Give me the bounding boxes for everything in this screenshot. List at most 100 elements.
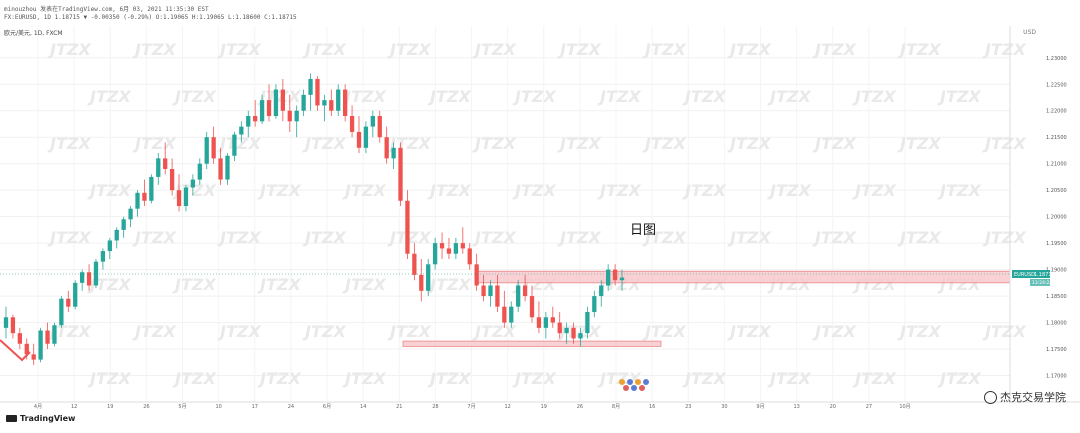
grid-watermark: JTZX [937,87,981,106]
grid-watermark: JTZX [172,87,216,106]
grid-watermark: JTZX [387,134,431,153]
x-tick-label: 17 [252,404,258,410]
candle [564,327,569,334]
event-icons[interactable] [619,379,649,391]
grid-watermark: JTZX [132,40,176,59]
candle [183,187,189,207]
grid-watermark: JTZX [512,369,556,388]
grid-watermark: JTZX [642,40,686,59]
grid-watermark: JTZX [472,40,516,59]
candle [301,94,306,111]
grid-watermark: JTZX [427,275,471,294]
candle [557,322,562,334]
candle [308,78,313,95]
candle [592,296,597,312]
candle [495,285,500,307]
candle [405,200,410,254]
candle [343,89,348,117]
grid-watermark: JTZX [427,181,471,200]
grid-watermark: JTZX [982,322,1026,341]
x-tick-label: 6月 [323,404,331,410]
grid-watermark: JTZX [342,87,386,106]
candle [329,100,334,111]
grid-watermark: JTZX [87,87,131,106]
grid-watermark: JTZX [557,134,601,153]
candle [17,333,22,344]
wechat-icon [984,390,997,404]
grid-watermark: JTZX [302,228,346,247]
y-tick-label: 1.19000 [1046,268,1067,274]
x-tick-label: 8月 [612,404,620,410]
grid-watermarks: JTZX JTZX JTZX JTZX JTZX JTZX JTZX JTZX JTZX JTZX… [47,40,1026,388]
candle [432,243,438,265]
candle [52,325,57,344]
candle [529,296,535,318]
x-tick-label: 28 [432,404,438,410]
x-tick-label: 24 [288,404,294,410]
grid-watermark: JTZX [897,40,941,59]
y-tick-label: 1.20000 [1046,215,1067,221]
candle [156,158,161,177]
x-tick-label: 19 [541,404,547,410]
grid-watermark: JTZX [132,134,176,153]
grid-watermark: JTZX [302,322,346,341]
grid-watermark: JTZX [897,134,941,153]
grid-watermark: JTZX [472,228,516,247]
candle [31,354,36,360]
grid-watermark: JTZX [557,322,601,341]
candle [391,147,396,159]
x-tick-label: 26 [143,404,149,410]
grid-watermark: JTZX [472,134,516,153]
grid-watermark: JTZX [812,322,856,341]
candle [377,116,382,138]
grid-watermark: JTZX [302,40,346,59]
grid-watermark: JTZX [727,322,771,341]
y-axis: 1.23000 1.22500 1.22000 1.21500 1.21000 1.205… [1046,56,1067,380]
candle [3,317,9,328]
grid-watermark: JTZX [982,134,1026,153]
tradingview-logo[interactable]: TradingView [6,414,75,423]
y-tick-label: 1.23000 [1046,56,1067,62]
candle [253,116,258,122]
candle [460,243,465,249]
y-tick-label: 1.17000 [1046,374,1067,380]
candle [197,163,202,180]
grid-watermark: JTZX [767,181,811,200]
y-tick-label: 1.17500 [1046,347,1067,353]
candle [550,317,555,323]
x-tick-label: 27 [866,404,872,410]
resistance-zone [475,270,1011,284]
support-zone [402,340,662,347]
grid-watermark: JTZX [682,369,726,388]
grid-watermark: JTZX [767,369,811,388]
grid-watermark: JTZX [852,87,896,106]
tradingview-icon [6,415,17,422]
candle [612,269,618,281]
candle [246,116,251,127]
grid-watermark: JTZX [597,181,641,200]
grid-watermark: JTZX [47,228,91,247]
grid [0,26,1010,402]
candle [536,317,542,328]
candle [384,137,389,159]
candle [522,285,528,297]
candle [204,137,209,164]
candle [142,192,147,201]
grid-watermark: JTZX [812,134,856,153]
grid-watermark: JTZX [132,228,176,247]
candle [578,333,583,339]
x-tick-label: 10月 [899,404,910,410]
grid-watermark: JTZX [217,40,261,59]
grid-watermark: JTZX [172,275,216,294]
candle [356,131,362,148]
x-axis: 4月 12 19 26 5月 10 17 24 6月 14 21 28 7月 12 19 26 8月 16 23 30… [34,404,911,410]
candle [363,126,369,148]
grid-watermark: JTZX [682,87,726,106]
candle [232,134,237,156]
timeframe-annotation: 日图 [630,223,657,238]
candle [218,158,223,180]
candle [502,306,507,323]
y-tick-label: 1.22000 [1046,109,1067,115]
